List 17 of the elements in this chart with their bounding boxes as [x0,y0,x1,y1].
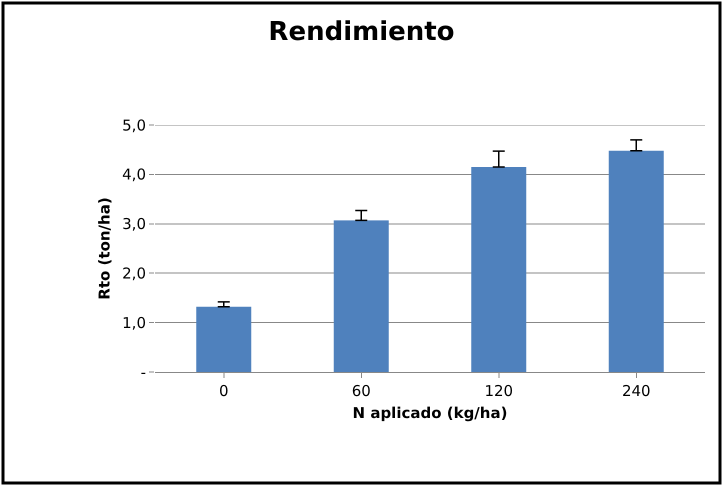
x-tick-label: 120 [484,382,514,400]
bar [471,166,526,372]
y-tick-label: 3,0 [122,215,146,234]
x-tick-label: 60 [352,382,371,400]
bar [196,306,252,372]
y-tick-label: 1,0 [122,314,146,332]
y-tick-label: - [140,363,146,382]
y-tick-label: 2,0 [122,264,146,282]
x-tick-label: 0 [218,382,229,400]
bar [334,220,389,372]
chart-title: Rendimiento [268,17,455,48]
x-axis-title: N aplicado (kg/ha) [352,404,508,422]
y-tick-label: 4,0 [122,166,146,184]
y-tick-label: 5,0 [122,116,146,134]
y-axis-title: Rto (ton/ha) [95,197,114,300]
x-tick-label: 240 [622,382,651,400]
bar [608,150,664,372]
